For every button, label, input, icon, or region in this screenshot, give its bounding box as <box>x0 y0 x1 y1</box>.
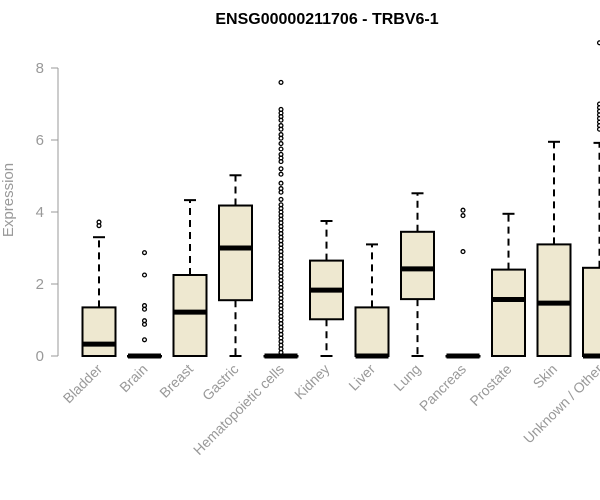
y-tick-label: 6 <box>36 132 44 149</box>
outlier-point <box>141 303 148 309</box>
y-tick-label: 2 <box>36 276 44 293</box>
outlier-point <box>278 79 284 85</box>
box-group-lung <box>400 192 435 357</box>
outlier-point <box>141 272 148 278</box>
x-tick-label: Brain <box>116 361 150 395</box>
outlier-point <box>278 166 284 172</box>
box-iqr <box>218 204 253 302</box>
box-iqr <box>491 268 526 358</box>
box-layer <box>81 40 600 359</box>
x-tick-label: Unknown / Other <box>520 361 600 447</box>
x-tick-label: Lung <box>390 361 423 394</box>
outlier-point <box>278 106 284 112</box>
outlier-point <box>141 250 148 256</box>
outlier-point <box>278 151 284 157</box>
outlier-point <box>460 213 466 219</box>
x-tick-label: Skin <box>530 361 561 392</box>
box-group-kidney <box>309 220 344 357</box>
y-tick-label: 0 <box>36 348 44 365</box>
chart-title: ENSG00000211706 - TRBV6-1 <box>215 11 438 28</box>
x-tick-label: Breast <box>156 361 196 401</box>
outlier-point <box>460 207 466 213</box>
y-axis: 0 2 4 6 8 <box>36 60 59 365</box>
outlier-point <box>278 180 284 186</box>
box-group-prostate <box>491 212 526 358</box>
outlier-point <box>278 146 284 152</box>
x-tick-label: Liver <box>345 361 378 394</box>
x-tick-label: Hematopoietic cells <box>190 361 287 458</box>
box-iqr <box>582 266 600 357</box>
box-iqr <box>354 306 390 357</box>
outlier-point <box>141 318 148 324</box>
box-iqr <box>81 306 117 357</box>
x-tick-label: Kidney <box>291 361 333 403</box>
box-group-unknown-other <box>582 40 600 359</box>
box-iqr <box>536 243 572 357</box>
box-group-bladder <box>81 219 117 357</box>
y-tick-label: 4 <box>36 204 44 221</box>
box-group-liver <box>354 243 390 359</box>
outlier-point <box>141 337 148 343</box>
box-group-brain <box>127 250 162 359</box>
x-tick-label: Pancreas <box>416 361 469 414</box>
outlier-point <box>278 141 284 147</box>
x-tick-label: Gastric <box>199 361 242 404</box>
x-tick-label: Bladder <box>60 361 106 407</box>
outlier-point <box>278 171 284 177</box>
outlier-point <box>278 196 284 202</box>
y-axis-label: Expression <box>0 163 17 237</box>
outlier-point <box>460 249 466 255</box>
box-group-gastric <box>218 174 253 357</box>
outlier-point <box>278 123 284 129</box>
outlier-point <box>278 186 284 192</box>
box-group-pancreas <box>445 207 481 359</box>
y-tick-label: 8 <box>36 60 44 77</box>
outlier-point <box>96 219 102 225</box>
box-iqr <box>400 230 435 301</box>
box-iqr <box>172 274 208 357</box>
outlier-point <box>278 202 284 208</box>
box-group-skin <box>536 140 572 357</box>
box-group-hematopoietic-cells <box>263 79 299 359</box>
outlier-point <box>278 132 284 138</box>
box-group-breast <box>172 199 208 357</box>
x-tick-label: Prostate <box>466 361 514 409</box>
